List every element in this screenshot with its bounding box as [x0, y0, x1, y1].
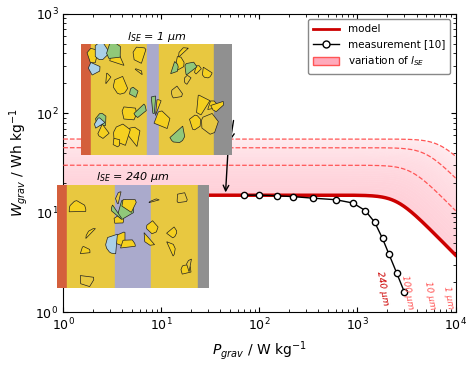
Polygon shape	[208, 101, 218, 110]
Bar	[81, 44, 91, 155]
Polygon shape	[177, 193, 187, 203]
Text: 10 μm: 10 μm	[423, 280, 437, 310]
Polygon shape	[106, 73, 111, 83]
Polygon shape	[201, 113, 219, 134]
Polygon shape	[122, 200, 136, 213]
Polygon shape	[134, 104, 146, 118]
Polygon shape	[179, 48, 188, 57]
Title: $l_{SE}$ = 240 μm: $l_{SE}$ = 240 μm	[96, 170, 170, 184]
Polygon shape	[170, 126, 185, 142]
Text: 100 μm: 100 μm	[400, 275, 414, 310]
Polygon shape	[144, 232, 155, 245]
Polygon shape	[69, 201, 86, 212]
Polygon shape	[181, 265, 191, 274]
Polygon shape	[86, 229, 95, 238]
Polygon shape	[146, 221, 158, 234]
Polygon shape	[155, 100, 161, 115]
Bar	[67, 184, 115, 288]
Polygon shape	[185, 62, 197, 75]
Polygon shape	[106, 234, 118, 254]
Polygon shape	[107, 42, 120, 58]
Polygon shape	[88, 62, 100, 75]
Polygon shape	[80, 246, 90, 254]
Bar	[214, 44, 232, 155]
Polygon shape	[172, 86, 182, 98]
Polygon shape	[98, 124, 109, 138]
Bar	[147, 44, 159, 155]
Polygon shape	[87, 48, 98, 63]
Bar	[115, 184, 151, 288]
Polygon shape	[211, 101, 224, 112]
Polygon shape	[175, 56, 184, 70]
Text: 240 μm: 240 μm	[375, 270, 390, 306]
Polygon shape	[129, 87, 138, 97]
Polygon shape	[190, 115, 201, 130]
Bar	[159, 44, 214, 155]
Polygon shape	[114, 124, 130, 145]
Text: 1 μm: 1 μm	[442, 286, 455, 310]
Title: $l_{SE}$ = 1 μm: $l_{SE}$ = 1 μm	[127, 30, 186, 44]
Legend: model, measurement [10], variation of $l_{SE}$: model, measurement [10], variation of $l…	[308, 19, 450, 73]
Polygon shape	[120, 240, 135, 248]
Polygon shape	[202, 67, 212, 78]
Polygon shape	[187, 259, 191, 272]
X-axis label: $P_{grav}$ / W kg$^{-1}$: $P_{grav}$ / W kg$^{-1}$	[212, 339, 307, 362]
Polygon shape	[171, 62, 178, 74]
Polygon shape	[113, 138, 120, 147]
Polygon shape	[194, 66, 201, 74]
Bar	[151, 184, 198, 288]
Y-axis label: $W_{grav}$ / Wh kg$^{-1}$: $W_{grav}$ / Wh kg$^{-1}$	[7, 108, 30, 217]
Polygon shape	[117, 232, 125, 247]
Polygon shape	[135, 69, 142, 75]
Polygon shape	[151, 96, 155, 114]
Polygon shape	[96, 114, 106, 125]
Polygon shape	[118, 200, 133, 220]
Polygon shape	[167, 242, 175, 256]
Polygon shape	[184, 76, 191, 84]
Polygon shape	[113, 76, 128, 94]
Bar	[91, 44, 147, 155]
Polygon shape	[122, 107, 137, 120]
Polygon shape	[114, 214, 124, 223]
Polygon shape	[197, 95, 210, 115]
Polygon shape	[111, 205, 121, 218]
Polygon shape	[80, 276, 94, 287]
Polygon shape	[149, 199, 159, 203]
Polygon shape	[133, 47, 146, 63]
Polygon shape	[126, 127, 140, 146]
Polygon shape	[95, 43, 108, 60]
Polygon shape	[110, 51, 124, 65]
Polygon shape	[154, 111, 170, 128]
Polygon shape	[94, 118, 105, 128]
Polygon shape	[166, 227, 177, 238]
Bar	[198, 184, 209, 288]
Polygon shape	[116, 192, 121, 204]
Bar	[57, 184, 67, 288]
